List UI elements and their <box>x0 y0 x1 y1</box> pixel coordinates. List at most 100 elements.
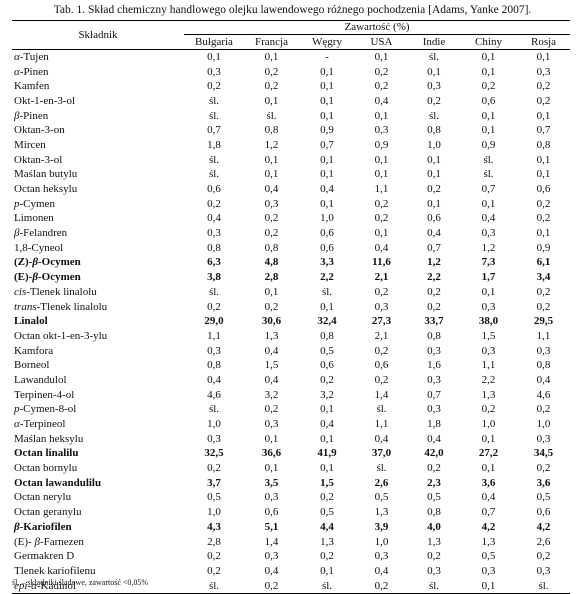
value-cell: 29,0 <box>204 315 224 328</box>
table-caption: Tab. 1. Skład chemiczny handlowego olejk… <box>53 4 532 16</box>
value-cell: 0,1 <box>320 80 334 93</box>
value-cell: 0,2 <box>536 550 551 563</box>
value-cell: 0,2 <box>264 65 279 78</box>
value-cell: śl. <box>208 109 220 122</box>
value-cell: 0,4 <box>374 241 389 254</box>
name-text: Maślan heksylu <box>14 432 84 445</box>
name-text: -Tlenek linalolu <box>36 300 108 313</box>
name-text: -Cymen-8-ol <box>19 403 77 416</box>
value-cell: 0,4 <box>427 227 441 240</box>
value-cell: 0,1 <box>374 109 389 122</box>
value-cell: 0,1 <box>264 153 279 166</box>
value-cell: 0,3 <box>481 344 496 357</box>
value-cell: 0,5 <box>207 491 221 504</box>
value-cell: 3,6 <box>481 476 496 489</box>
value-cell: 3,4 <box>536 271 551 284</box>
table-row: Borneol 0,8 1,5 0,6 0,6 1,6 1,1 0,8 <box>12 358 570 373</box>
value-cell: 0,6 <box>207 183 221 196</box>
header-country: Bułgaria <box>184 34 244 50</box>
value-cell: 0,3 <box>264 491 279 504</box>
table-row: cis-Tlenek linalolu śl. 0,1 śl. 0,2 0,2 0,1 0,2 <box>12 285 570 300</box>
value-cell: 36,6 <box>261 447 282 460</box>
value-cell: 1,0 <box>536 418 551 431</box>
name-italic-prefix: α <box>14 50 20 63</box>
value-cell: 0,3 <box>427 80 441 93</box>
component-name: p-Cymen <box>12 197 184 212</box>
table-row: Terpinen-4-ol 4,6 3,2 3,2 1,4 0,7 1,3 4,6 <box>12 388 570 403</box>
name-italic-prefix: p <box>14 403 20 416</box>
value-cell: 0,3 <box>536 564 551 577</box>
value-cell: 0,2 <box>207 80 221 93</box>
value-cell: 0,2 <box>207 550 221 563</box>
header-country: USA <box>355 34 408 50</box>
value-cell: 0,1 <box>536 168 551 181</box>
value-cell: 0,3 <box>264 550 279 563</box>
name-text: Kamfen <box>14 80 50 93</box>
value-cell: 0,2 <box>481 80 496 93</box>
name-italic-prefix: α <box>14 65 20 78</box>
component-name: cis-Tlenek linalolu <box>12 285 184 300</box>
value-cell: 0,1 <box>427 197 441 210</box>
value-cell: 0,1 <box>481 432 496 445</box>
value-cell: 0,6 <box>427 212 441 225</box>
value-cell: 0,1 <box>320 153 334 166</box>
name-text: Octan heksylu <box>14 183 78 196</box>
name-italic-prefix: α <box>14 418 20 431</box>
name-text: Oktan-3-on <box>14 124 65 137</box>
value-cell: 2,1 <box>374 329 389 342</box>
value-cell: 0,2 <box>374 344 389 357</box>
value-cell: 4,2 <box>536 520 551 533</box>
value-cell: 1,3 <box>427 535 441 548</box>
value-cell: 0,9 <box>481 138 496 151</box>
value-cell: 3,9 <box>374 520 389 533</box>
table-row: Lawandulol 0,4 0,4 0,2 0,2 0,3 2,2 0,4 <box>12 373 570 388</box>
header-country: Chiny <box>460 34 517 50</box>
value-cell: 0,1 <box>481 285 496 298</box>
component-name: Kamfen <box>12 79 184 94</box>
name-text: Lawandulol <box>14 373 67 386</box>
component-name: (E)-β-Ocymen <box>12 270 184 285</box>
name-text: Terpinen-4-ol <box>14 388 75 401</box>
value-cell: 0,6 <box>536 183 551 196</box>
table-row: Tlenek kariofilenu 0,2 0,4 0,1 0,4 0,3 0,3 0,3 <box>12 564 570 579</box>
value-cell: 0,5 <box>320 506 334 519</box>
footnote: śl. – składniki śladowe, zawartość <0,05… <box>12 578 149 587</box>
value-cell: 41,9 <box>317 447 337 460</box>
component-name: Mircen <box>12 138 184 153</box>
component-name: β-Kariofilen <box>12 520 184 535</box>
header-content: Zawartość (%) <box>184 20 571 35</box>
component-name: Oktan-3-on <box>12 123 184 138</box>
table-row: α-Terpineol 1,0 0,3 0,4 1,1 1,8 1,0 1,0 <box>12 417 570 432</box>
value-cell: 2,6 <box>536 535 551 548</box>
table-row: Oktan-3-on 0,7 0,8 0,9 0,3 0,8 0,1 0,7 <box>12 123 570 138</box>
value-cell: 4,6 <box>536 388 551 401</box>
value-cell: 0,1 <box>374 168 389 181</box>
value-cell: 0,7 <box>481 506 496 519</box>
value-cell: 0,2 <box>244 578 299 594</box>
name-text: -Tlenek linalolu <box>26 285 97 298</box>
value-cell: 0,3 <box>536 344 551 357</box>
name-text: Oktan-3-ol <box>14 153 63 166</box>
value-cell: 0,2 <box>320 491 334 504</box>
value-cell: 4,3 <box>207 520 221 533</box>
value-cell: 1,0 <box>207 506 221 519</box>
value-cell: 1,6 <box>427 359 441 372</box>
table-row: Octan nerylu 0,5 0,3 0,2 0,5 0,5 0,4 0,5 <box>12 491 570 506</box>
value-cell: 11,6 <box>372 256 391 269</box>
value-cell: 0,9 <box>536 241 551 254</box>
component-name: Octan heksylu <box>12 182 184 197</box>
value-cell: 0,1 <box>481 197 496 210</box>
name-text: Octan linalilu <box>14 447 79 460</box>
name-text: -Ocymen <box>37 256 81 269</box>
value-cell: 1,5 <box>264 359 279 372</box>
table-row: Octan linalilu 32,5 36,6 41,9 37,0 42,0 27,2 34… <box>12 447 570 462</box>
value-cell: 0,1 <box>374 227 389 240</box>
component-name: Borneol <box>12 358 184 373</box>
value-cell: 2,1 <box>374 271 389 284</box>
value-cell: 0,3 <box>264 418 279 431</box>
value-cell: 0,6 <box>264 506 279 519</box>
header-country: Rosja <box>517 34 571 50</box>
value-cell: 0,3 <box>374 300 389 313</box>
value-cell: 3,6 <box>536 476 551 489</box>
value-cell: śl. <box>208 403 220 416</box>
